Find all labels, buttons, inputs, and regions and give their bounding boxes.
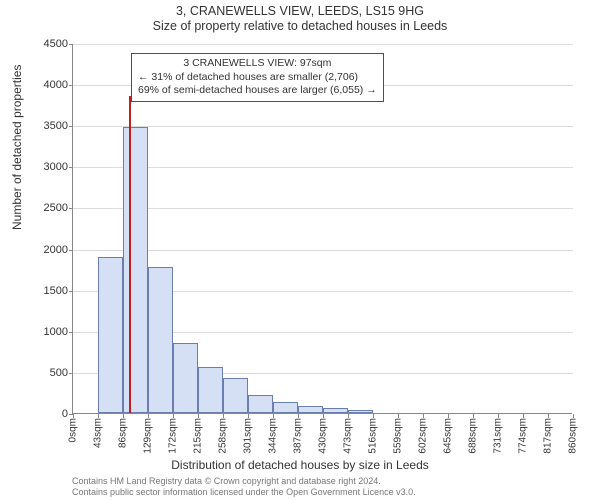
gridline bbox=[73, 208, 573, 209]
gridline bbox=[73, 44, 573, 45]
xtick-label: 0sqm bbox=[68, 418, 79, 442]
histogram-bar bbox=[348, 410, 373, 413]
ytick-label: 500 bbox=[24, 367, 68, 379]
ytick-mark bbox=[69, 332, 73, 333]
xtick-label: 774sqm bbox=[518, 418, 529, 454]
ytick-label: 0 bbox=[24, 408, 68, 420]
xtick-label: 215sqm bbox=[193, 418, 204, 454]
property-marker-line bbox=[129, 96, 131, 413]
ytick-label: 2500 bbox=[24, 202, 68, 214]
histogram-bar bbox=[98, 257, 123, 413]
ytick-label: 4500 bbox=[24, 38, 68, 50]
xtick-label: 688sqm bbox=[468, 418, 479, 454]
gridline bbox=[73, 250, 573, 251]
histogram-bar bbox=[148, 267, 173, 413]
gridline bbox=[73, 167, 573, 168]
ytick-mark bbox=[69, 250, 73, 251]
page-title-line2: Size of property relative to detached ho… bbox=[0, 19, 600, 33]
annotation-line: ← 31% of detached houses are smaller (2,… bbox=[138, 71, 377, 85]
histogram-bar bbox=[273, 402, 298, 413]
xtick-label: 344sqm bbox=[268, 418, 279, 454]
histogram-bar bbox=[323, 408, 348, 413]
footer-line1: Contains HM Land Registry data © Crown c… bbox=[72, 476, 416, 487]
ytick-label: 1500 bbox=[24, 285, 68, 297]
xtick-label: 172sqm bbox=[168, 418, 179, 454]
xtick-label: 43sqm bbox=[93, 418, 104, 448]
annotation-box: 3 CRANEWELLS VIEW: 97sqm← 31% of detache… bbox=[131, 53, 384, 102]
xtick-label: 731sqm bbox=[493, 418, 504, 454]
ytick-mark bbox=[69, 126, 73, 127]
footer-line2: Contains public sector information licen… bbox=[72, 487, 416, 498]
annotation-line: 69% of semi-detached houses are larger (… bbox=[138, 84, 377, 98]
footer-attribution: Contains HM Land Registry data © Crown c… bbox=[72, 476, 416, 498]
histogram-bar bbox=[223, 378, 248, 413]
xtick-label: 817sqm bbox=[543, 418, 554, 454]
histogram-bar bbox=[198, 367, 223, 413]
xtick-label: 559sqm bbox=[393, 418, 404, 454]
xtick-label: 860sqm bbox=[568, 418, 579, 454]
plot-area: 0sqm43sqm86sqm129sqm172sqm215sqm258sqm30… bbox=[72, 44, 572, 414]
x-axis-label: Distribution of detached houses by size … bbox=[0, 458, 600, 472]
annotation-line: 3 CRANEWELLS VIEW: 97sqm bbox=[138, 57, 377, 71]
xtick-label: 602sqm bbox=[418, 418, 429, 454]
ytick-mark bbox=[69, 208, 73, 209]
ytick-label: 3500 bbox=[24, 120, 68, 132]
ytick-mark bbox=[69, 291, 73, 292]
ytick-mark bbox=[69, 167, 73, 168]
histogram-bar bbox=[173, 343, 198, 413]
ytick-mark bbox=[69, 373, 73, 374]
histogram-bar bbox=[123, 127, 148, 413]
ytick-label: 3000 bbox=[24, 161, 68, 173]
histogram-bar bbox=[248, 395, 273, 413]
xtick-label: 430sqm bbox=[318, 418, 329, 454]
gridline bbox=[73, 126, 573, 127]
xtick-label: 301sqm bbox=[243, 418, 254, 454]
histogram-bar bbox=[298, 406, 323, 413]
ytick-label: 4000 bbox=[24, 79, 68, 91]
xtick-label: 387sqm bbox=[293, 418, 304, 454]
ytick-label: 2000 bbox=[24, 244, 68, 256]
xtick-label: 129sqm bbox=[143, 418, 154, 454]
xtick-label: 86sqm bbox=[118, 418, 129, 448]
xtick-label: 473sqm bbox=[343, 418, 354, 454]
ytick-mark bbox=[69, 44, 73, 45]
ytick-label: 1000 bbox=[24, 326, 68, 338]
xtick-label: 258sqm bbox=[218, 418, 229, 454]
y-axis-label: Number of detached properties bbox=[10, 65, 24, 230]
page-title-line1: 3, CRANEWELLS VIEW, LEEDS, LS15 9HG bbox=[0, 4, 600, 18]
ytick-mark bbox=[69, 85, 73, 86]
xtick-label: 516sqm bbox=[368, 418, 379, 454]
xtick-label: 645sqm bbox=[443, 418, 454, 454]
histogram-chart: 0sqm43sqm86sqm129sqm172sqm215sqm258sqm30… bbox=[72, 44, 572, 414]
